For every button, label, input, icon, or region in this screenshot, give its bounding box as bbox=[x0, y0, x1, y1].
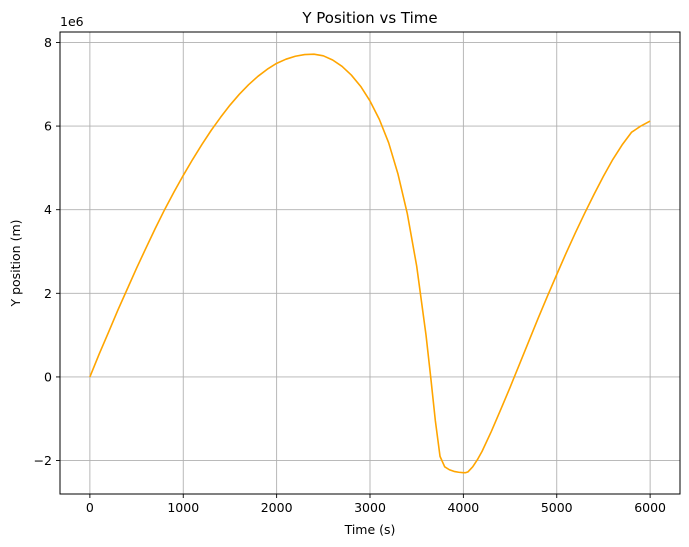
x-tick-label: 1000 bbox=[167, 500, 199, 515]
y-axis-label: Y position (m) bbox=[8, 219, 23, 307]
y-tick-label: 8 bbox=[44, 35, 52, 50]
x-ticks: 0 1000 2000 3000 4000 5000 6000 bbox=[86, 494, 666, 515]
y-tick-label: 6 bbox=[44, 119, 52, 134]
y-tick-label: 4 bbox=[44, 202, 52, 217]
y-ticks: −2 0 2 4 6 8 bbox=[34, 35, 60, 468]
line-layer bbox=[89, 53, 651, 474]
chart-title: Y Position vs Time bbox=[301, 9, 437, 27]
x-axis-label: Time (s) bbox=[344, 522, 396, 537]
series-line bbox=[89, 53, 651, 474]
x-tick-label: 0 bbox=[86, 500, 94, 515]
x-tick-label: 5000 bbox=[541, 500, 573, 515]
y-offset-label: 1e6 bbox=[60, 14, 84, 29]
grid-lines bbox=[60, 32, 680, 494]
x-tick-label: 3000 bbox=[354, 500, 386, 515]
x-tick-label: 4000 bbox=[447, 500, 479, 515]
x-tick-label: 2000 bbox=[261, 500, 293, 515]
y-tick-label: 0 bbox=[44, 369, 52, 384]
x-tick-label: 6000 bbox=[634, 500, 666, 515]
y-tick-label: 2 bbox=[44, 286, 52, 301]
y-tick-label: −2 bbox=[34, 453, 52, 468]
